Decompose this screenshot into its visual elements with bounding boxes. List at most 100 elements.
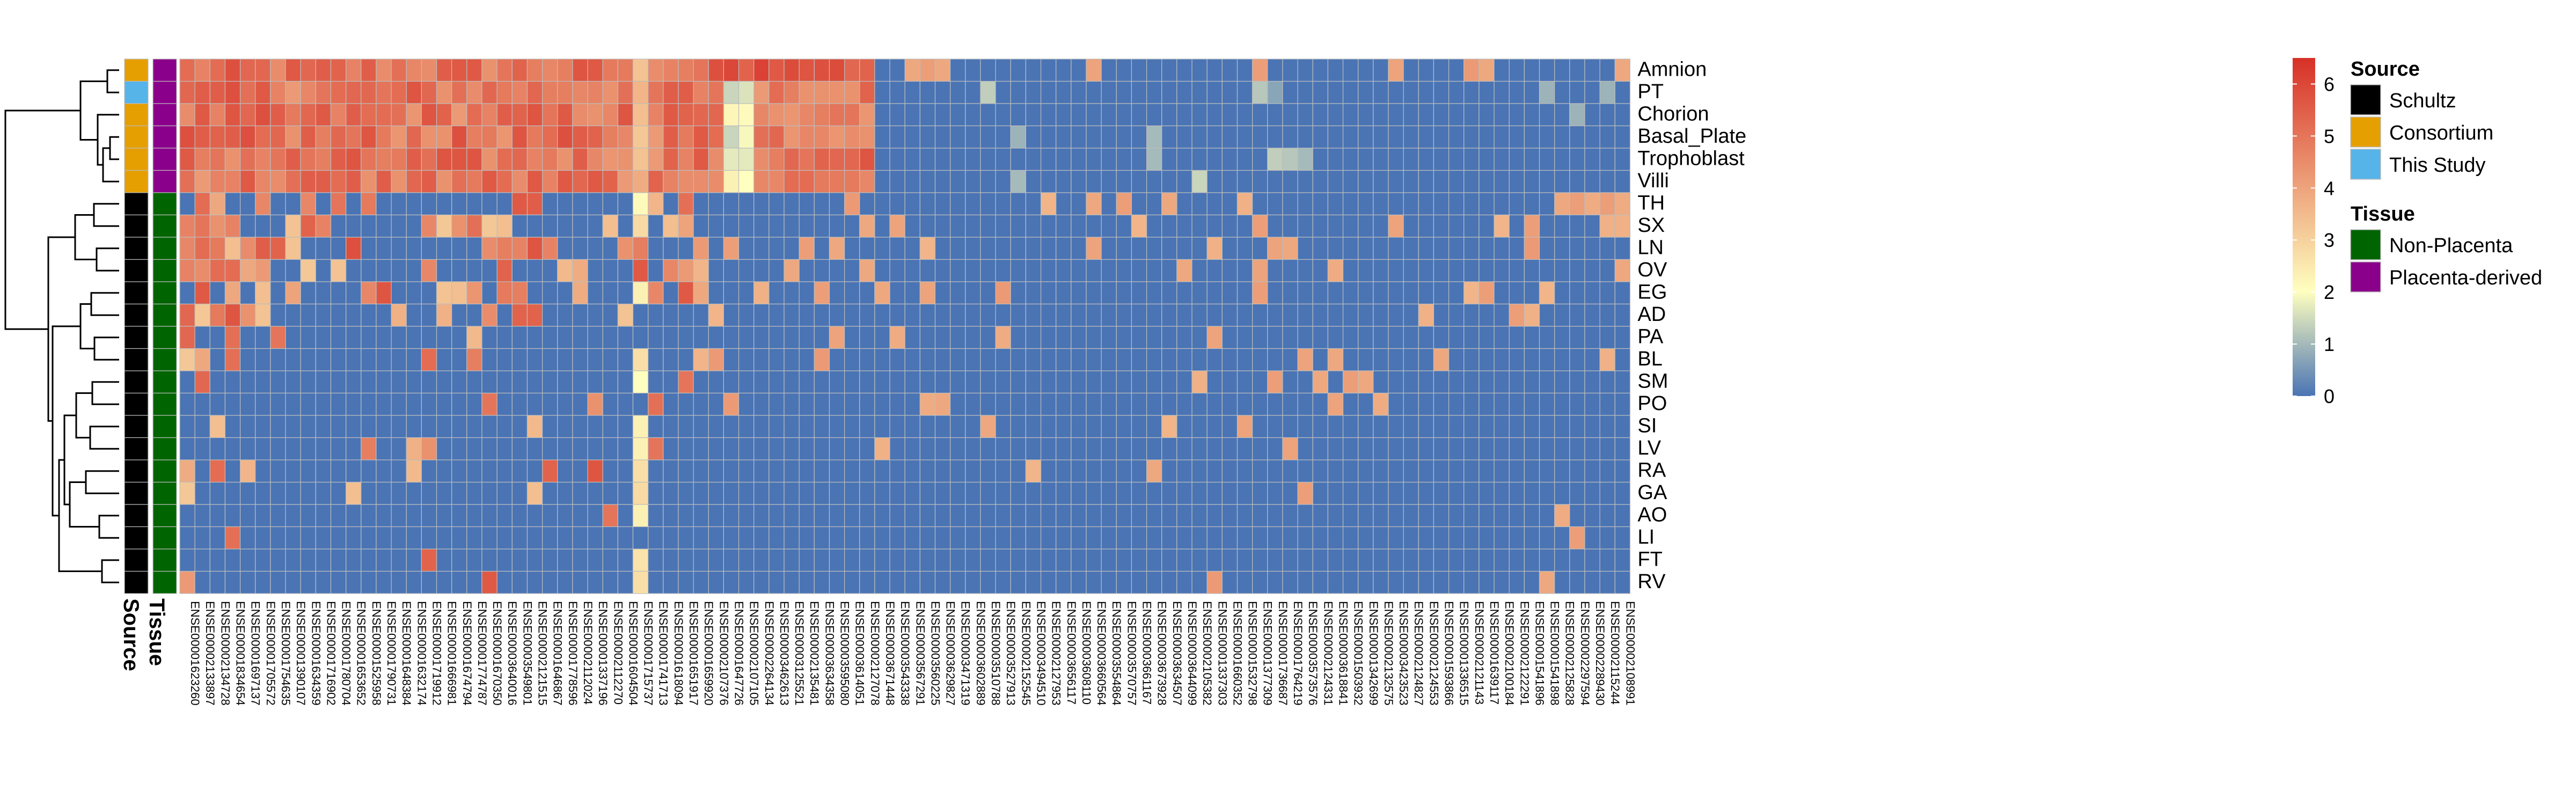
heatmap-cell	[421, 437, 437, 460]
heatmap-cell	[240, 370, 256, 394]
heatmap-cell	[1206, 281, 1223, 305]
source-annotation-cell	[124, 348, 149, 371]
heatmap-cell	[753, 459, 770, 483]
heatmap-cell	[1267, 148, 1283, 171]
heatmap-cell	[1086, 214, 1102, 238]
heatmap-cell	[255, 303, 271, 327]
heatmap-cell	[391, 80, 407, 104]
heatmap-cell	[1509, 80, 1525, 104]
column-label: ENSE00001774787	[475, 601, 489, 706]
heatmap-cell	[511, 80, 528, 104]
heatmap-cell	[1161, 348, 1177, 371]
heatmap-cell	[376, 237, 392, 260]
heatmap-cell	[1569, 570, 1585, 594]
heatmap-cell	[270, 459, 286, 483]
column-label: ENSE00001719912	[430, 601, 444, 706]
heatmap-cell	[451, 214, 467, 238]
column-label: ENSE00001647726	[733, 601, 746, 706]
heatmap-cell	[1554, 259, 1570, 282]
heatmap-cell	[1584, 437, 1600, 460]
heatmap-cell	[678, 103, 694, 127]
column-label: ENSE00001659920	[702, 601, 715, 706]
heatmap-cell	[844, 214, 860, 238]
heatmap-cell	[1584, 148, 1600, 171]
heatmap-cell	[1161, 570, 1177, 594]
heatmap-cell	[769, 548, 785, 572]
heatmap-cell	[904, 192, 920, 216]
heatmap-cell	[240, 237, 256, 260]
heatmap-cell	[330, 170, 347, 193]
heatmap-cell	[1524, 526, 1540, 550]
heatmap-cell	[708, 214, 724, 238]
heatmap-cell	[1463, 103, 1480, 127]
heatmap-cell	[557, 237, 573, 260]
heatmap-cell	[421, 170, 437, 193]
heatmap-cell	[451, 170, 467, 193]
column-label: ENSE00001754635	[279, 601, 292, 706]
heatmap-cell	[179, 548, 195, 572]
column-label: ENSE00002107105	[748, 601, 761, 706]
heatmap-cell	[511, 170, 528, 193]
heatmap-cell	[678, 392, 694, 416]
heatmap-cell	[1206, 125, 1223, 149]
heatmap-cell	[1297, 192, 1313, 216]
heatmap-cell	[526, 80, 543, 104]
heatmap-cell	[1569, 526, 1585, 550]
heatmap-cell	[1071, 80, 1087, 104]
heatmap-cell	[346, 526, 362, 550]
heatmap-cell	[1206, 80, 1223, 104]
heatmap-cell	[1297, 80, 1313, 104]
heatmap-cell	[391, 437, 407, 460]
heatmap-cell	[511, 125, 528, 149]
heatmap-cell	[315, 526, 332, 550]
heatmap-cell	[1448, 80, 1465, 104]
heatmap-cell	[270, 415, 286, 438]
heatmap-cell	[753, 80, 770, 104]
heatmap-cell	[1176, 103, 1192, 127]
heatmap-cell	[240, 548, 256, 572]
heatmap-cell	[1297, 125, 1313, 149]
row-label: PO	[1637, 392, 1667, 415]
heatmap-cell	[693, 148, 709, 171]
heatmap-cell	[1116, 237, 1132, 260]
heatmap-cell	[1297, 214, 1313, 238]
heatmap-cell	[451, 570, 467, 594]
heatmap-cell	[1509, 348, 1525, 371]
heatmap-cell	[240, 80, 256, 104]
heatmap-cell	[814, 526, 830, 550]
heatmap-cell	[889, 303, 905, 327]
heatmap-cell	[889, 281, 905, 305]
heatmap-cell	[421, 570, 437, 594]
heatmap-cell	[1614, 192, 1630, 216]
heatmap-cell	[361, 326, 377, 349]
heatmap-cell	[1282, 103, 1298, 127]
heatmap-cell	[255, 504, 271, 528]
heatmap-cell	[980, 481, 996, 505]
heatmap-cell	[285, 526, 301, 550]
heatmap-cell	[1569, 281, 1585, 305]
heatmap-cell	[814, 281, 830, 305]
heatmap-cell	[1463, 548, 1480, 572]
heatmap-cell	[315, 192, 332, 216]
heatmap-cell	[209, 259, 226, 282]
column-label: ENSE00002121143	[1473, 601, 1486, 705]
heatmap-cell	[663, 437, 679, 460]
heatmap-cell	[421, 214, 437, 238]
heatmap-cell	[315, 103, 332, 127]
heatmap-cell	[1282, 214, 1298, 238]
heatmap-cell	[1086, 281, 1102, 305]
heatmap-cell	[889, 192, 905, 216]
heatmap-cell	[1025, 125, 1042, 149]
heatmap-cell	[723, 570, 740, 594]
heatmap-cell	[889, 148, 905, 171]
heatmap-cell	[194, 192, 210, 216]
heatmap-cell	[1116, 170, 1132, 193]
heatmap-cell	[1539, 259, 1555, 282]
heatmap-cell	[602, 58, 618, 82]
heatmap-cell	[1494, 214, 1510, 238]
column-label: ENSE00002105382	[1201, 601, 1214, 706]
heatmap-cell	[496, 192, 513, 216]
heatmap-cell	[678, 548, 694, 572]
heatmap-cell	[965, 281, 981, 305]
heatmap-cell	[1040, 570, 1057, 594]
